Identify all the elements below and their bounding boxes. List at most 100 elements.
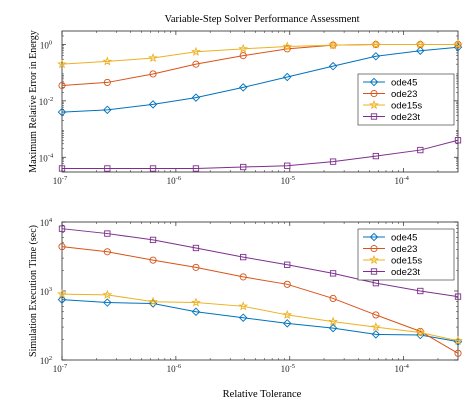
series-line-ode23t [61,228,459,298]
x-tick-label: 10-6 [167,363,182,374]
data-point [371,52,381,61]
data-point [192,60,200,68]
data-point [192,165,200,172]
data-point [58,81,66,90]
data-point [417,146,424,154]
series-ode15s [57,289,463,345]
data-point [240,253,247,261]
data-point [57,107,67,117]
legend-label: ode15s [391,255,422,266]
data-point [238,83,248,92]
data-point [58,243,66,251]
data-point [191,46,201,56]
data-point [103,248,111,256]
series-line-ode15s [61,43,458,65]
data-point [149,236,157,244]
legend-item-ode45: ode45 [363,77,417,88]
x-tick-label: 10-7 [53,175,68,186]
legend-item-ode23t: ode23t [363,267,420,278]
minor-ticks [62,31,458,172]
data-point [240,163,247,171]
data-point [104,165,111,172]
data-point [102,289,113,299]
legend-item-ode15s: ode15s [363,99,422,111]
x-axis-label: Relative Tolerance [223,389,302,400]
data-point [238,43,249,53]
data-point [57,289,67,299]
data-point [283,280,291,288]
data-point [371,330,381,339]
y-tick-label: 10-4 [39,152,54,163]
data-point [417,287,424,295]
data-point [149,256,157,264]
data-point [103,298,112,307]
data-point [415,327,426,337]
legend-item-ode15s: ode15s [363,254,422,266]
data-point [282,309,293,320]
data-point [191,307,201,317]
legend-label: ode23t [391,112,420,123]
data-point [371,39,381,49]
data-point [329,294,337,302]
data-point [283,45,291,53]
x-tick-label: 10-7 [53,363,68,374]
data-point [283,72,292,82]
data-point [148,299,158,308]
data-point [454,293,462,300]
series-line-ode45 [61,299,459,343]
data-point [58,165,66,172]
x-tick-label: 10-5 [281,175,295,186]
data-point [283,319,292,328]
y-tick-label: 104 [40,217,53,228]
series-ode45 [57,42,463,117]
legend-label: ode15s [391,100,422,111]
x-tick-label: 10-4 [394,363,409,374]
data-point [102,56,113,66]
legend-item-ode23: ode23 [363,89,417,100]
data-point [239,273,247,281]
data-point [192,244,200,252]
data-point [454,137,462,144]
data-point [149,165,157,172]
legend-marker [370,113,378,120]
legend-item-ode23t: ode23t [363,112,420,123]
data-point [416,46,425,55]
data-point [148,100,158,109]
data-point [328,323,338,333]
legend-marker [370,89,378,98]
figure-title: Variable-Step Solver Performance Assessm… [164,14,359,25]
data-point [371,322,381,332]
data-point [454,349,462,357]
series-line-ode15s [61,293,459,342]
series-line-ode23t [62,139,459,169]
y-tick-label: 102 [40,355,52,366]
data-point [372,152,380,160]
data-point [104,230,111,237]
legend-marker [369,232,379,242]
legend-marker [369,254,379,265]
data-point [415,39,426,49]
legend-marker [369,77,379,87]
legend-label: ode45 [391,77,417,88]
data-point [453,39,463,49]
legend-marker [370,244,378,253]
series-ode23t [58,137,462,172]
data-point [191,93,201,102]
y-tick-label: 100 [40,39,52,50]
data-point [57,59,67,69]
data-point [103,78,111,86]
legend-label: ode45 [391,232,417,243]
y-axis-label: Simulation Execution Time (sec) [28,225,39,357]
series-ode15s [57,39,463,69]
legend-marker [370,268,378,275]
data-point [148,296,158,306]
data-point [149,70,157,78]
data-point [192,263,200,271]
series-line-ode45 [61,46,459,113]
x-tick-label: 10-5 [281,363,295,374]
data-point [191,297,201,307]
